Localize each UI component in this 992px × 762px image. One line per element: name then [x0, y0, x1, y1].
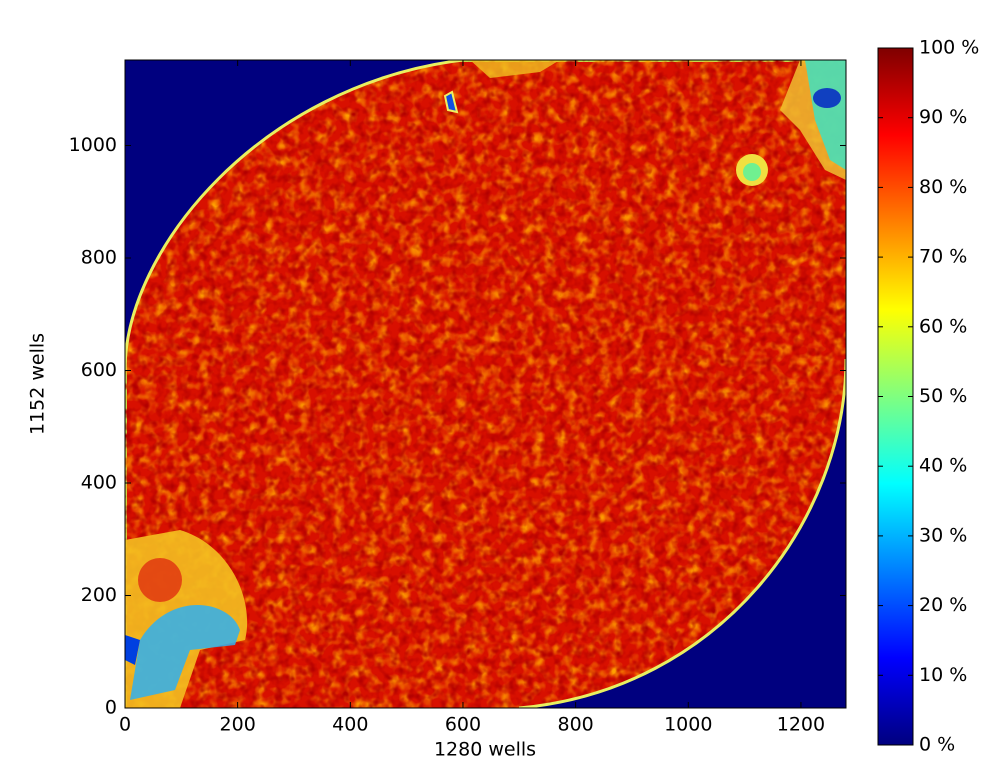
- colorbar-tick-label: 70 %: [919, 246, 967, 268]
- y-tick-label: 1000: [69, 134, 117, 156]
- y-tick-label: 600: [81, 359, 117, 381]
- y-axis-label: 1152 wells: [27, 333, 49, 435]
- colorbar-tick-label: 90 %: [919, 106, 967, 128]
- colorbar-tick-label: 10 %: [919, 664, 967, 686]
- colorbar-tick-label: 40 %: [919, 455, 967, 477]
- y-tick-label: 400: [81, 472, 117, 494]
- colorbar-tick-label: 100 %: [919, 37, 979, 59]
- heatmap-image: [125, 60, 846, 708]
- colorbar-tick-label: 0 %: [919, 734, 955, 756]
- colorbar-tick-label: 50 %: [919, 385, 967, 407]
- y-tick-label: 200: [81, 584, 117, 606]
- colorbar-tick-label: 60 %: [919, 315, 967, 337]
- x-tick-label: 1200: [777, 714, 825, 736]
- x-tick-label: 800: [557, 714, 593, 736]
- colorbar: [877, 47, 914, 746]
- y-tick-label: 800: [81, 247, 117, 269]
- plot-frame: [124, 59, 847, 709]
- colorbar-tick-label: 80 %: [919, 176, 967, 198]
- x-axis-label: 1280 wells: [434, 739, 536, 761]
- x-tick-label: 0: [119, 714, 131, 736]
- colorbar-tick-label: 20 %: [919, 594, 967, 616]
- x-tick-label: 600: [445, 714, 481, 736]
- x-tick-label: 1000: [664, 714, 712, 736]
- colorbar-tick-label: 30 %: [919, 524, 967, 546]
- x-tick-label: 200: [220, 714, 256, 736]
- y-tick-label: 0: [105, 697, 117, 719]
- x-tick-label: 400: [332, 714, 368, 736]
